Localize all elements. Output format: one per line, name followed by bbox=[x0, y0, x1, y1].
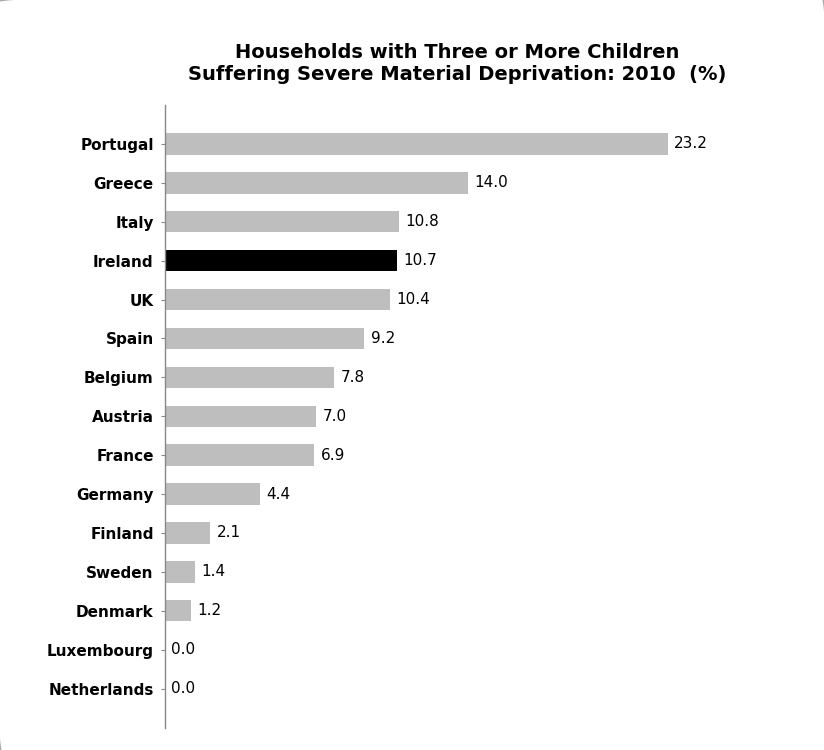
Text: 1.4: 1.4 bbox=[202, 564, 226, 579]
Text: 0.0: 0.0 bbox=[171, 681, 195, 696]
Bar bbox=[165, 134, 667, 154]
Text: 0.0: 0.0 bbox=[171, 642, 195, 657]
Text: 14.0: 14.0 bbox=[475, 176, 508, 190]
Bar bbox=[165, 211, 399, 232]
Title: Households with Three or More Children
Suffering Severe Material Deprivation: 20: Households with Three or More Children S… bbox=[188, 43, 727, 84]
Bar bbox=[165, 522, 210, 544]
Text: 10.7: 10.7 bbox=[403, 254, 437, 268]
Text: 23.2: 23.2 bbox=[674, 136, 708, 152]
Text: 10.8: 10.8 bbox=[405, 214, 439, 230]
Bar bbox=[165, 328, 364, 350]
Text: 10.4: 10.4 bbox=[396, 292, 430, 307]
Bar bbox=[165, 483, 260, 505]
Bar bbox=[165, 250, 396, 272]
Bar bbox=[165, 172, 468, 194]
Bar bbox=[165, 600, 191, 622]
Text: 1.2: 1.2 bbox=[197, 603, 222, 618]
Text: 2.1: 2.1 bbox=[217, 526, 241, 541]
Bar bbox=[165, 561, 195, 583]
Bar bbox=[165, 445, 314, 466]
Text: 6.9: 6.9 bbox=[321, 448, 345, 463]
Text: 7.0: 7.0 bbox=[323, 409, 347, 424]
Text: 7.8: 7.8 bbox=[340, 370, 364, 385]
Bar bbox=[165, 406, 316, 427]
Bar bbox=[165, 367, 334, 388]
Bar bbox=[165, 289, 390, 310]
Text: 9.2: 9.2 bbox=[371, 331, 395, 346]
Text: 4.4: 4.4 bbox=[267, 487, 291, 502]
